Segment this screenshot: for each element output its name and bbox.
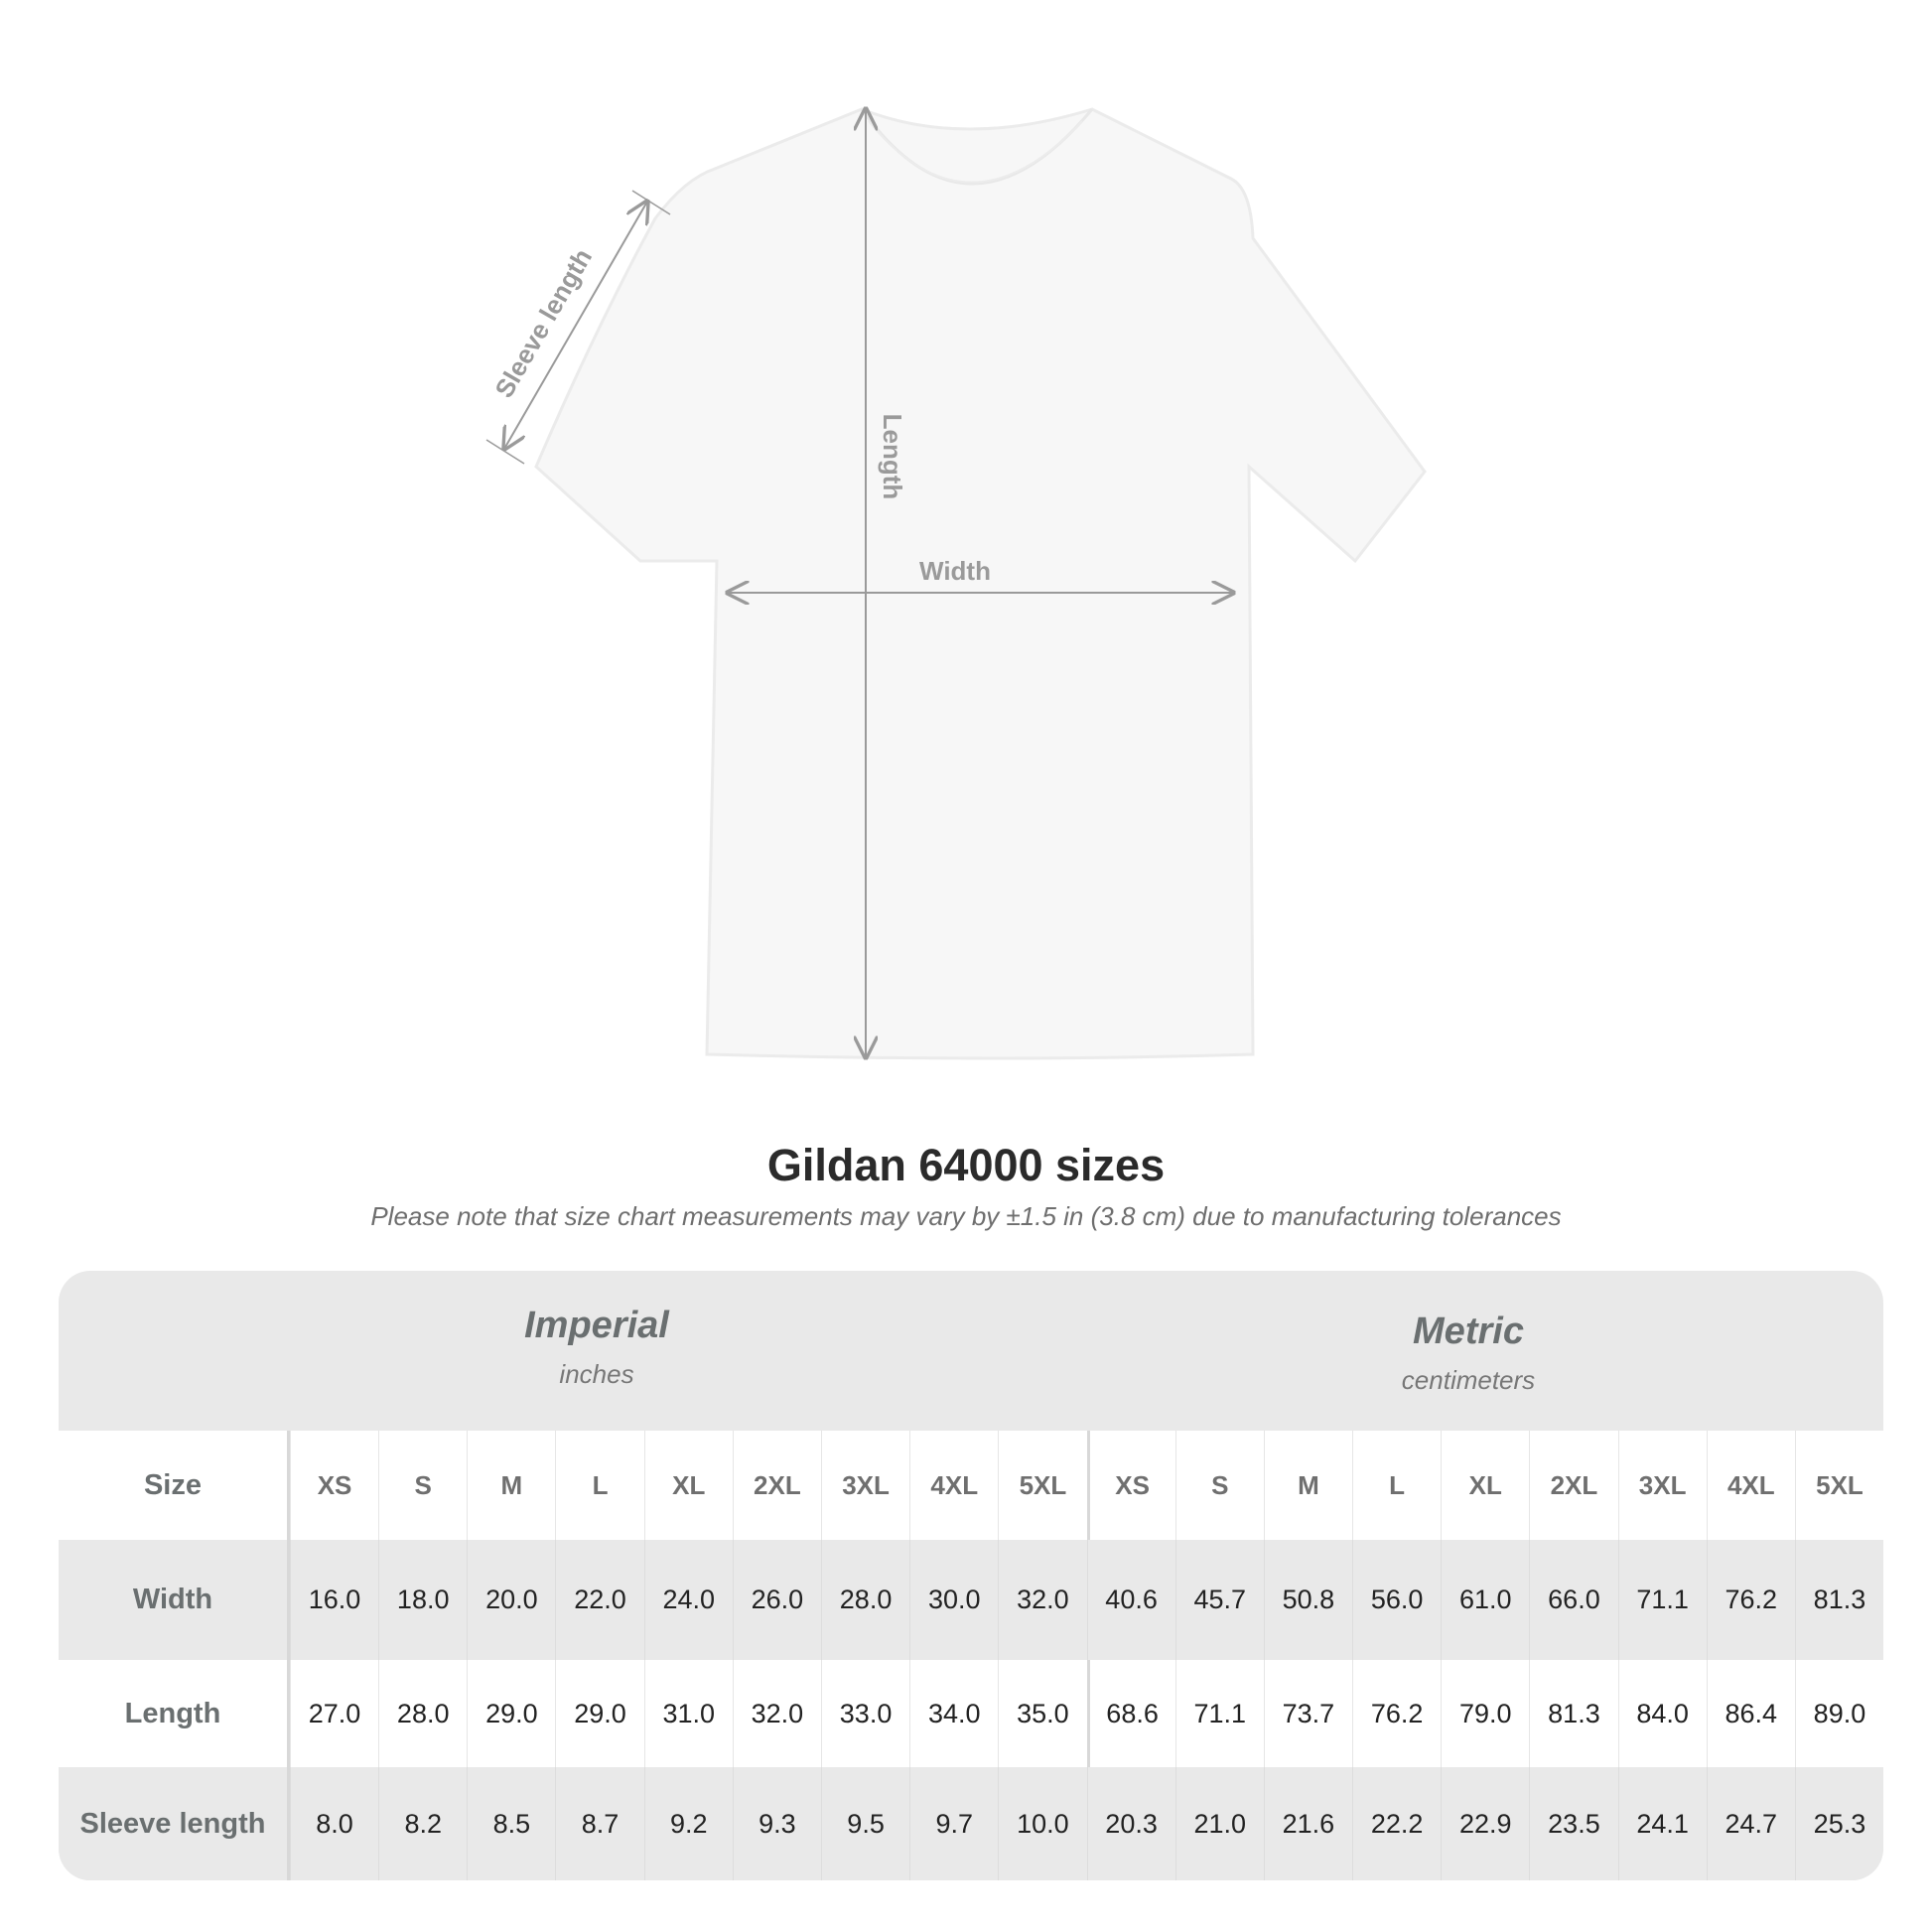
table-cell: 81.3	[1794, 1540, 1883, 1660]
table-cell: 84.0	[1617, 1660, 1707, 1767]
length-label: Length	[878, 414, 907, 500]
table-cell: 10.0	[998, 1767, 1086, 1880]
size-header-cell: S	[1174, 1431, 1264, 1540]
table-cell: 21.0	[1174, 1767, 1264, 1880]
width-label: Width	[919, 556, 991, 586]
table-cell: 71.1	[1174, 1660, 1264, 1767]
table-row: Length 27.0 28.0 29.0 29.0 31.0 32.0 33.0 34.0 35…	[59, 1660, 1883, 1767]
tolerance-note: Please note that size chart measurements…	[370, 1201, 1562, 1231]
table-cell: 73.7	[1263, 1660, 1352, 1767]
size-header-cell: XL	[643, 1431, 733, 1540]
table-cell: 27.0	[289, 1660, 378, 1767]
size-header-cell: XS	[289, 1431, 378, 1540]
table-cell: 30.0	[909, 1540, 998, 1660]
table-row: Width 16.0 18.0 20.0 22.0 24.0 26.0 28.0 30.0 32.…	[59, 1540, 1883, 1660]
table-cell: 9.3	[732, 1767, 821, 1880]
size-table: Imperial inches Metric centimeters Size X…	[59, 1271, 1883, 1880]
size-header-cell: M	[467, 1431, 555, 1540]
table-cell: 8.7	[555, 1767, 643, 1880]
table-cell: 25.3	[1794, 1767, 1883, 1880]
size-header-cell: 4XL	[909, 1431, 998, 1540]
table-cell: 26.0	[732, 1540, 821, 1660]
imperial-title: Imperial	[524, 1305, 669, 1346]
table-cell: 20.3	[1086, 1767, 1175, 1880]
imperial-header: Imperial inches	[448, 1305, 746, 1390]
table-cell: 89.0	[1794, 1660, 1883, 1767]
table-cell: 50.8	[1263, 1540, 1352, 1660]
table-cell: 24.0	[643, 1540, 733, 1660]
table-cell: 32.0	[998, 1540, 1086, 1660]
unit-header: Imperial inches Metric centimeters	[59, 1271, 1883, 1431]
table-cell: 8.5	[467, 1767, 555, 1880]
table-cell: 18.0	[378, 1540, 467, 1660]
table-cell: 23.5	[1529, 1767, 1617, 1880]
table-cell: 21.6	[1263, 1767, 1352, 1880]
page-title: Gildan 64000 sizes	[766, 1140, 1166, 1190]
size-header-cell: 2XL	[732, 1431, 821, 1540]
table-cell: 16.0	[289, 1540, 378, 1660]
table-cell: 66.0	[1529, 1540, 1617, 1660]
table-cell: 29.0	[467, 1660, 555, 1767]
t-shirt-diagram: Sleeve length Length Width	[485, 0, 1427, 1060]
metric-header: Metric centimeters	[1319, 1311, 1617, 1396]
size-header-cell: L	[555, 1431, 643, 1540]
table-cell: 24.1	[1617, 1767, 1707, 1880]
table-cell: 22.2	[1352, 1767, 1441, 1880]
size-header-cell: 3XL	[820, 1431, 909, 1540]
table-cell: 9.7	[909, 1767, 998, 1880]
size-header-cell: 3XL	[1617, 1431, 1707, 1540]
table-cell: 34.0	[909, 1660, 998, 1767]
table-cell: 45.7	[1174, 1540, 1264, 1660]
table-cell: 9.2	[643, 1767, 733, 1880]
table-cell: 9.5	[820, 1767, 909, 1880]
sleeve-arrow	[504, 202, 647, 449]
size-header-cell: XS	[1086, 1431, 1175, 1540]
table-cell: 76.2	[1352, 1660, 1441, 1767]
size-header-cell: 2XL	[1529, 1431, 1617, 1540]
table-cell: 29.0	[555, 1660, 643, 1767]
table-cell: 61.0	[1441, 1540, 1529, 1660]
row-label: Sleeve length	[59, 1767, 290, 1880]
size-header-cell: 5XL	[998, 1431, 1086, 1540]
table-cell: 81.3	[1529, 1660, 1617, 1767]
table-cell: 32.0	[732, 1660, 821, 1767]
size-header-cell: L	[1352, 1431, 1441, 1540]
table-cell: 79.0	[1441, 1660, 1529, 1767]
table-cell: 40.6	[1086, 1540, 1175, 1660]
table-cell: 33.0	[820, 1660, 909, 1767]
metric-title: Metric	[1413, 1311, 1524, 1352]
table-cell: 8.0	[289, 1767, 378, 1880]
table-cell: 22.9	[1441, 1767, 1529, 1880]
row-label: Width	[59, 1540, 290, 1660]
row-label: Size	[59, 1431, 290, 1540]
table-cell: 28.0	[820, 1540, 909, 1660]
size-header-cell: XL	[1441, 1431, 1529, 1540]
size-header-cell: 5XL	[1794, 1431, 1883, 1540]
imperial-unit: inches	[559, 1359, 634, 1389]
table-cell: 71.1	[1617, 1540, 1707, 1660]
table-cell: 24.7	[1706, 1767, 1795, 1880]
table-cell: 76.2	[1706, 1540, 1795, 1660]
table-cell: 86.4	[1706, 1660, 1795, 1767]
table-cell: 20.0	[467, 1540, 555, 1660]
row-label: Length	[59, 1660, 290, 1767]
table-cell: 28.0	[378, 1660, 467, 1767]
table-cell: 35.0	[998, 1660, 1086, 1767]
table-cell: 68.6	[1086, 1660, 1175, 1767]
size-header-cell: M	[1263, 1431, 1352, 1540]
table-cell: 56.0	[1352, 1540, 1441, 1660]
size-header-cell: S	[378, 1431, 467, 1540]
table-cell: 22.0	[555, 1540, 643, 1660]
table-cell: 31.0	[643, 1660, 733, 1767]
table-cell: 8.2	[378, 1767, 467, 1880]
size-header-cell: 4XL	[1706, 1431, 1795, 1540]
metric-unit: centimeters	[1401, 1365, 1536, 1395]
table-row: Sleeve length 8.0 8.2 8.5 8.7 9.2 9.3 9.5 9.7 10.…	[59, 1767, 1883, 1880]
size-header-row: Size XS S M L XL 2XL 3XL 4XL 5XL XS S M L XL 2XL 3XL 4XL 5…	[59, 1431, 1883, 1540]
